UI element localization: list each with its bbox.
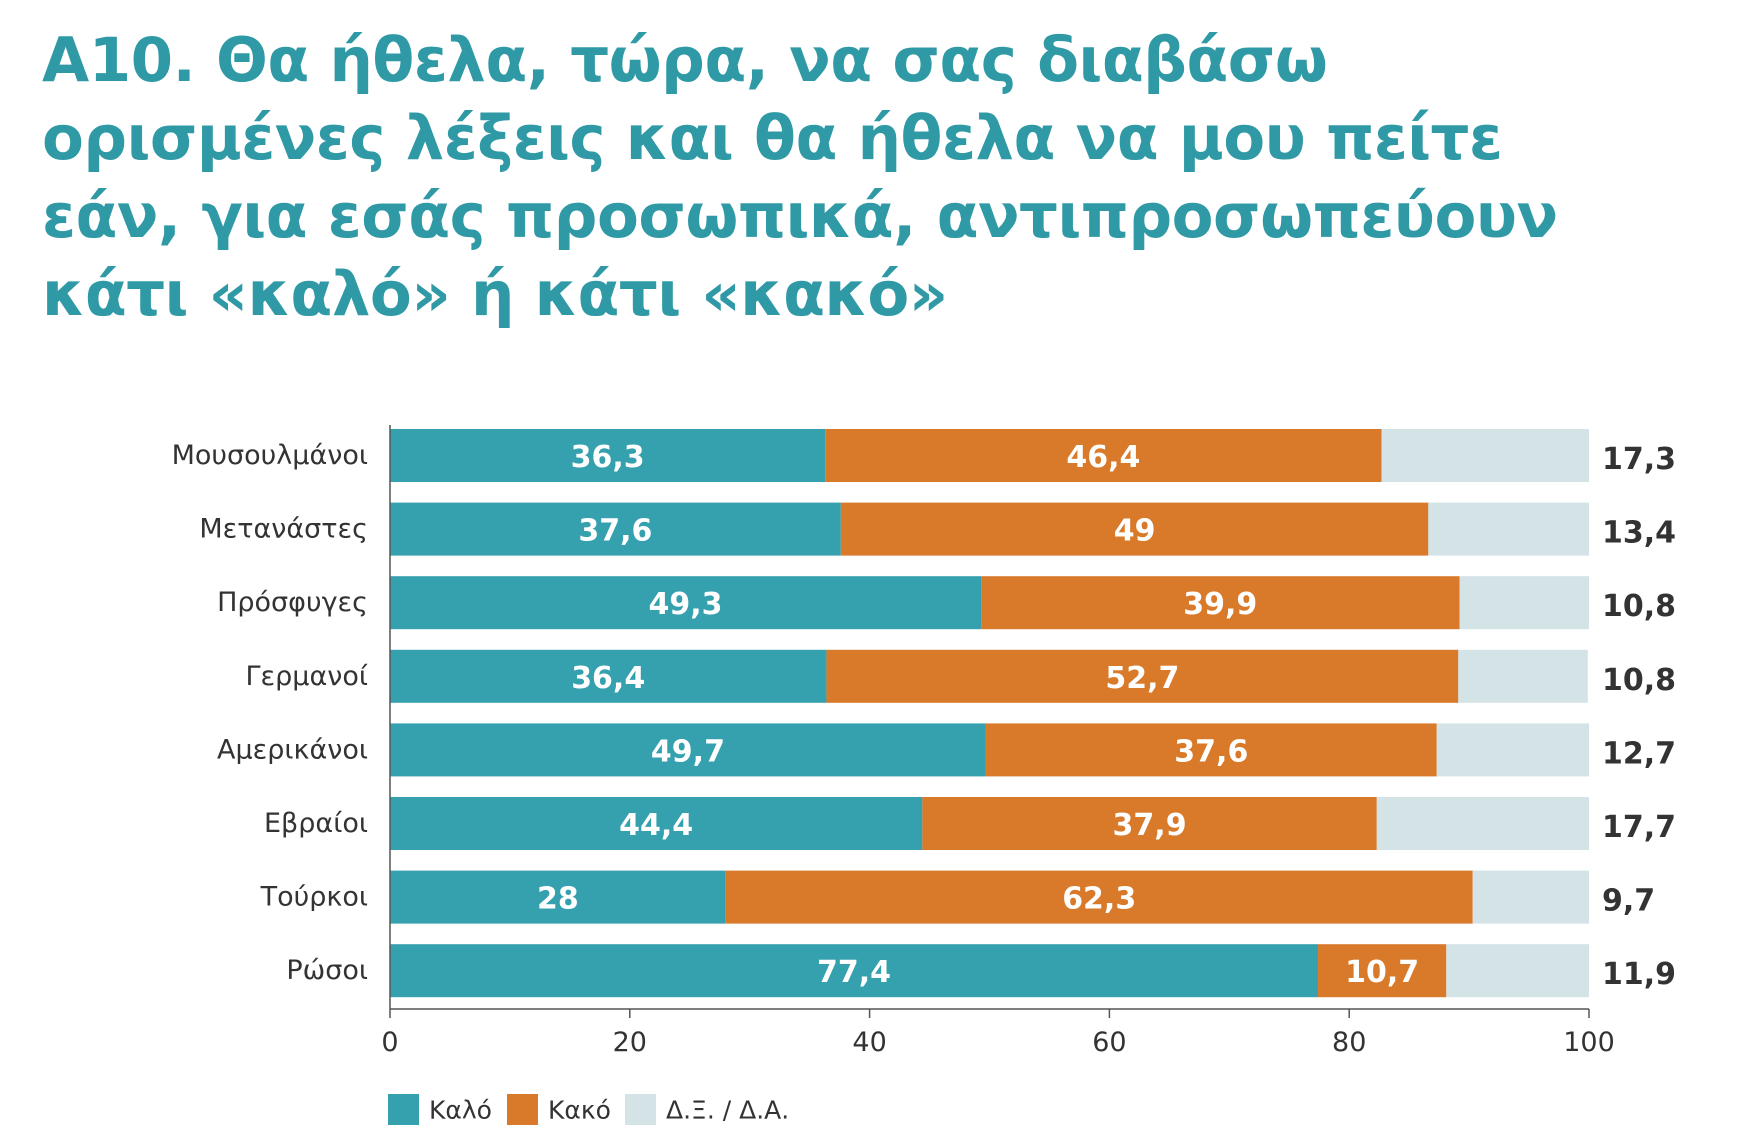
bar-row: Μουσουλμάνοι 36,3 46,4 17,3 (172, 429, 1676, 482)
bar-segment-kako (725, 870, 1473, 924)
category-label: Αμερικάνοι (217, 734, 368, 765)
bar-segment-dk (1459, 576, 1589, 630)
data-label: 39,9 (1183, 587, 1257, 622)
category-label: Μουσουλμάνοι (172, 440, 368, 471)
bar-segment-kako (825, 429, 1382, 482)
bar-segment-kako (985, 723, 1437, 777)
category-label: Τούρκοι (260, 882, 368, 913)
bar-segment-kako (981, 576, 1460, 630)
bar-segment-kalo (390, 576, 982, 630)
category-label: Εβραίοι (264, 808, 368, 839)
bar-segment-kalo (390, 429, 826, 482)
x-tick-label: 100 (1563, 1027, 1615, 1058)
data-label: 46,4 (1066, 440, 1140, 475)
data-label: 37,9 (1113, 808, 1187, 843)
x-tick-label: 40 (852, 1027, 886, 1058)
bar-row: Πρόσφυγες 49,3 39,9 10,8 (217, 576, 1676, 630)
category-label: Πρόσφυγες (217, 587, 368, 618)
bar-row: Εβραίοι 44,4 37,9 17,7 (264, 797, 1676, 850)
bar-segment-dk (1428, 502, 1589, 556)
bar-segment-dk (1376, 797, 1589, 850)
legend-label: Κακό (548, 1096, 611, 1125)
data-label-dk: 10,8 (1602, 663, 1676, 698)
data-label-dk: 13,4 (1602, 516, 1676, 551)
data-label-dk: 17,7 (1602, 810, 1676, 845)
data-label: 37,6 (1174, 734, 1248, 769)
data-label: 36,3 (571, 440, 645, 475)
bar-segment-kalo (390, 870, 726, 924)
legend-swatch (507, 1094, 538, 1125)
bar-segment-kako (840, 502, 1429, 556)
bar-row: Γερμανοί 36,4 52,7 10,8 (246, 649, 1676, 703)
bar-segment-dk (1472, 870, 1589, 924)
bar-segment-kalo (390, 723, 986, 777)
data-label-dk: 17,3 (1602, 442, 1676, 477)
category-label: Μετανάστες (199, 514, 368, 545)
bar-segment-dk (1458, 649, 1588, 703)
category-label: Γερμανοί (246, 661, 369, 692)
data-label: 36,4 (571, 661, 645, 696)
x-tick-label: 0 (381, 1027, 398, 1058)
x-tick-label: 20 (613, 1027, 647, 1058)
data-label: 49 (1114, 514, 1156, 549)
data-label-dk: 12,7 (1602, 736, 1676, 771)
bar-segment-kako (922, 797, 1377, 850)
bar-segment-kako (1318, 944, 1447, 998)
data-label: 28 (537, 882, 579, 917)
bar-row: Τούρκοι 28 62,3 9,7 (260, 870, 1655, 924)
data-label-dk: 11,9 (1602, 957, 1676, 992)
bar-row: Αμερικάνοι 49,7 37,6 12,7 (217, 723, 1676, 777)
x-axis: 0 20 40 60 80 100 (381, 425, 1615, 1058)
legend: Καλό Κακό Δ.Ξ. / Δ.Α. (388, 1094, 789, 1125)
category-label: Ρώσοι (286, 955, 368, 986)
legend-swatch (388, 1094, 419, 1125)
bar-row: Ρώσοι 77,4 10,7 11,9 (286, 944, 1676, 998)
data-label: 44,4 (619, 808, 693, 843)
bar-segment-dk (1446, 944, 1589, 998)
x-tick-label: 60 (1092, 1027, 1126, 1058)
bar-segment-dk (1436, 723, 1589, 777)
legend-label: Καλό (429, 1096, 492, 1125)
data-label-dk: 10,8 (1602, 589, 1676, 624)
chart-title: Α10. Θα ήθελα, τώρα, να σας διαβάσω ορισ… (42, 25, 1558, 330)
x-tick-label: 80 (1332, 1027, 1366, 1058)
data-label: 62,3 (1062, 882, 1136, 917)
bar-segment-kalo (390, 649, 827, 703)
data-label-dk: 9,7 (1602, 884, 1655, 919)
data-label: 49,7 (651, 734, 725, 769)
bar-segment-kako (826, 649, 1459, 703)
bar-segment-kalo (390, 502, 841, 556)
bar-segment-kalo (390, 944, 1319, 998)
data-label: 52,7 (1105, 661, 1179, 696)
bars-layer: Μουσουλμάνοι 36,3 46,4 17,3 Μετανάστες 37,6 49… (172, 429, 1676, 998)
legend-label: Δ.Ξ. / Δ.Α. (666, 1096, 789, 1125)
data-label: 10,7 (1345, 955, 1419, 990)
bar-row: Μετανάστες 37,6 49 13,4 (199, 502, 1676, 556)
bar-segment-dk (1381, 429, 1589, 482)
bar-segment-kalo (390, 797, 923, 850)
legend-swatch (625, 1094, 656, 1125)
data-label: 49,3 (649, 587, 723, 622)
data-label: 77,4 (817, 955, 891, 990)
data-label: 37,6 (578, 514, 652, 549)
